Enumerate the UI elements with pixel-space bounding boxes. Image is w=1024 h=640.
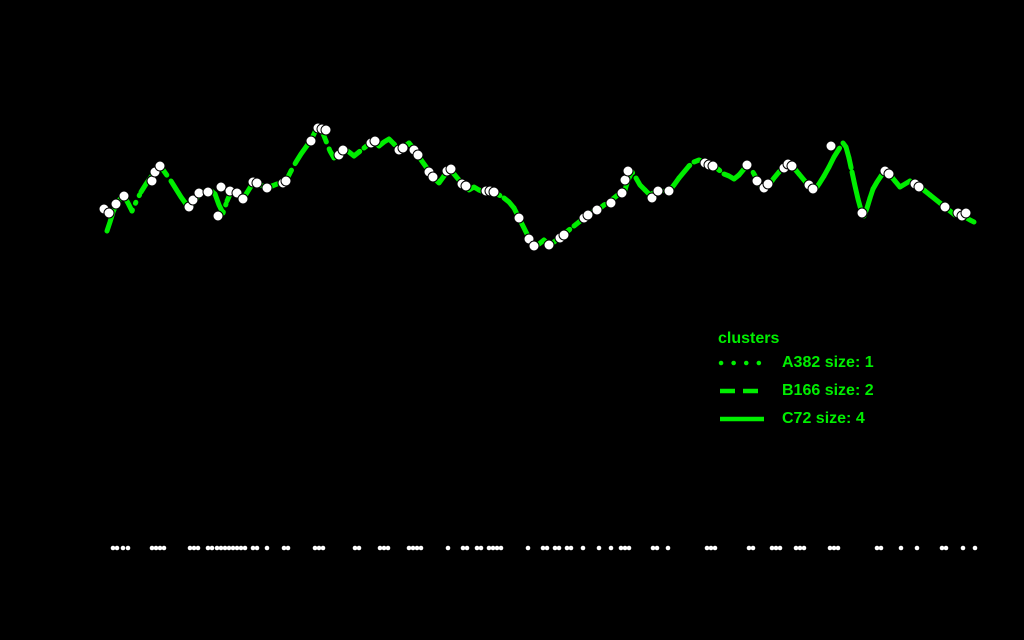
legend-title: clusters [718, 330, 780, 347]
legend-label: A382 size: 1 [782, 354, 874, 371]
legend: clusters A382 size: 1 B166 size: 2 C72 s… [718, 329, 874, 433]
legend-item-c72: C72 size: 4 [718, 405, 874, 433]
series-line [104, 124, 977, 249]
dotted-line-key-icon [718, 360, 766, 366]
legend-label: B166 size: 2 [782, 382, 874, 399]
dashed-line-key-icon [720, 388, 764, 394]
solid-line-key-icon [720, 416, 764, 422]
legend-item-b166: B166 size: 2 [718, 377, 874, 405]
point-markers [98, 122, 972, 252]
legend-item-a382: A382 size: 1 [718, 349, 874, 377]
legend-label: C72 size: 4 [782, 410, 865, 427]
rug-dots [110, 545, 978, 551]
